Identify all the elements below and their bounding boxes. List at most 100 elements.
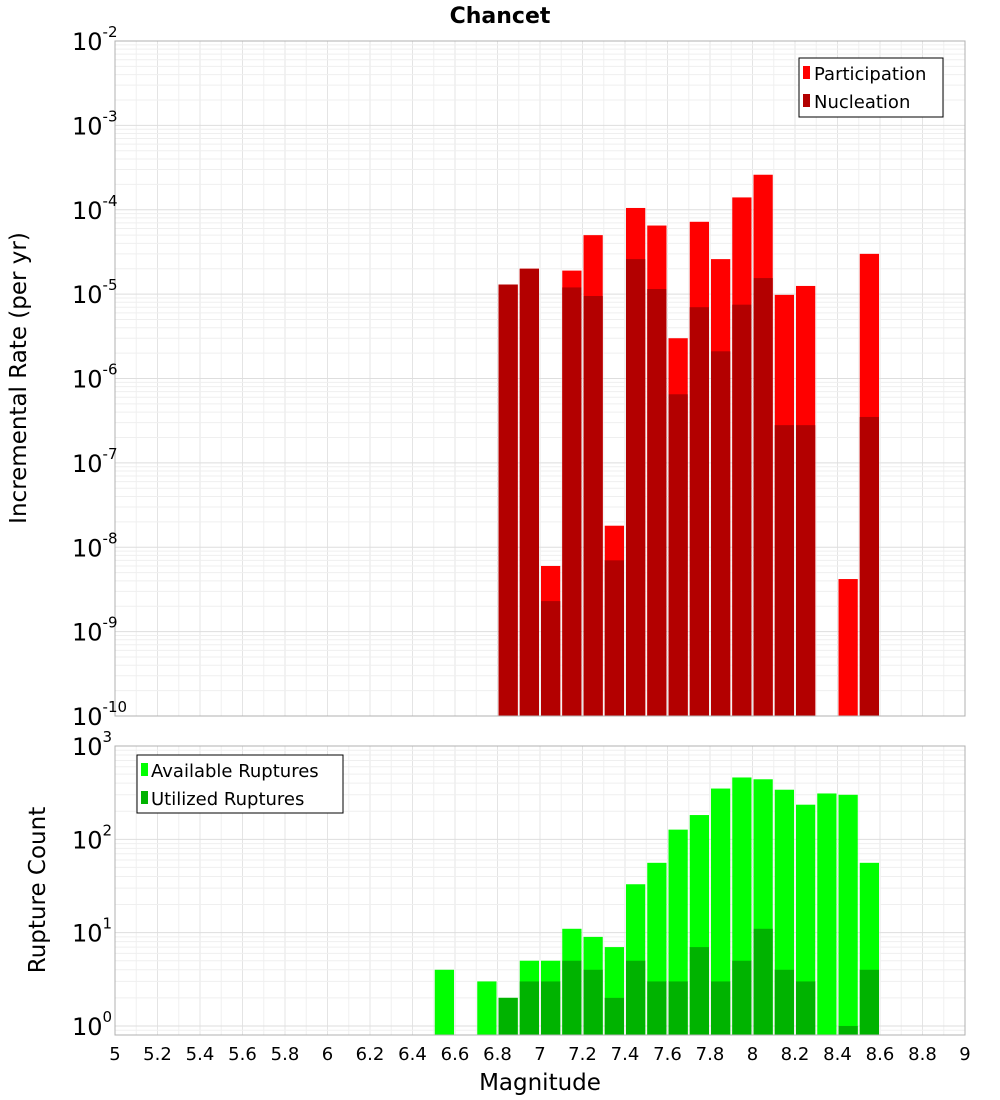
- rate-y-axis-label: Incremental Rate (per yr): [6, 232, 32, 524]
- count-bars: [434, 777, 879, 1035]
- y-tick-label: 103: [72, 728, 112, 761]
- x-tick-label: 5.4: [186, 1044, 215, 1065]
- rate-bars: [498, 174, 879, 717]
- utilized-ruptures-bar: [498, 997, 518, 1035]
- nucleation-bar: [859, 416, 879, 716]
- utilized-ruptures-bar: [604, 997, 624, 1035]
- utilized-ruptures-bar: [626, 960, 646, 1035]
- available-ruptures-bar: [477, 981, 497, 1035]
- nucleation-bar: [753, 278, 773, 716]
- nucleation-legend-swatch: [803, 94, 810, 107]
- nucleation-bar: [604, 560, 624, 716]
- y-tick-label: 100: [72, 1008, 112, 1041]
- available-ruptures-bar: [838, 794, 858, 1035]
- nucleation-bar: [796, 425, 816, 716]
- rate-plot-border: [114, 40, 966, 717]
- rate-legend-box: [798, 57, 944, 118]
- rate-panel: 10-10 10-9 10-8 10-7 10-6 10-5 10-4 10-3 10-2 In…: [6, 23, 966, 731]
- rate-legend: Participation Nucleation: [798, 57, 944, 118]
- x-tick-label: 6.2: [356, 1044, 385, 1065]
- x-tick-label: 7.8: [696, 1044, 725, 1065]
- nucleation-bar: [519, 268, 539, 716]
- utilized-ruptures-bar: [689, 947, 709, 1035]
- x-tick-label: 8: [747, 1044, 758, 1065]
- x-tick-label: 8.8: [908, 1044, 937, 1065]
- y-tick-label: 102: [72, 821, 112, 854]
- participation-bar: [838, 579, 858, 716]
- rate-gridlines: [114, 40, 966, 717]
- count-legend-box: [136, 754, 344, 814]
- rate-y-ticks: 10-10 10-9 10-8 10-7 10-6 10-5 10-4 10-3 10-2: [72, 23, 127, 731]
- utilized-ruptures-bar: [562, 960, 582, 1035]
- utilized-ruptures-bar: [541, 981, 561, 1035]
- count-panel: 100 101 102 103 Rupture Count Available Rup…: [25, 728, 966, 1041]
- nucleation-bar: [562, 287, 582, 716]
- available-ruptures-bar: [711, 788, 731, 1035]
- x-tick-label: 5.8: [271, 1044, 300, 1065]
- x-axis-label: Magnitude: [479, 1070, 601, 1096]
- count-y-ticks: 100 101 102 103: [72, 728, 112, 1041]
- count-plot-border: [114, 745, 966, 1036]
- utilized-ruptures-bar: [647, 981, 667, 1035]
- utilized-ruptures-bar: [774, 969, 794, 1035]
- x-tick-label: 7.6: [653, 1044, 682, 1065]
- x-tick-label: 6.4: [398, 1044, 427, 1065]
- utilized-ruptures-bar: [796, 981, 816, 1035]
- available-ruptures-bar: [796, 804, 816, 1035]
- x-tick-label: 6.6: [441, 1044, 470, 1065]
- utilized-ruptures-bar: [711, 981, 731, 1035]
- participation-legend-label: Participation: [814, 64, 926, 85]
- nucleation-bar: [668, 394, 688, 716]
- chart-title: Chancet: [450, 4, 551, 29]
- utilized-ruptures-bar: [859, 969, 879, 1035]
- nucleation-bar: [626, 259, 646, 716]
- available-ruptures-bar: [434, 969, 454, 1035]
- nucleation-bar: [711, 351, 731, 716]
- y-tick-label: 10-5: [72, 276, 118, 309]
- x-tick-label: 7.2: [568, 1044, 597, 1065]
- count-legend: Available Ruptures Utilized Ruptures: [136, 754, 344, 814]
- nucleation-bar: [774, 425, 794, 716]
- x-axis-ticks: 5 5.2 5.4 5.6 5.8 6 6.2 6.4 6.6 6.8 7 7.2 7.4 7.6 7.8 8…: [109, 1044, 970, 1065]
- utilized-ruptures-bar: [519, 981, 539, 1035]
- count-y-axis-label: Rupture Count: [25, 807, 51, 973]
- utilized-ruptures-bar: [732, 960, 752, 1035]
- x-tick-label: 8.2: [781, 1044, 810, 1065]
- x-tick-label: 7: [534, 1044, 545, 1065]
- y-tick-label: 10-7: [72, 445, 118, 478]
- available-ruptures-bar: [817, 793, 837, 1035]
- nucleation-bar: [541, 601, 561, 716]
- x-tick-label: 5: [109, 1044, 120, 1065]
- utilized-ruptures-bar: [668, 981, 688, 1035]
- nucleation-bar: [498, 284, 518, 716]
- nucleation-bar: [689, 307, 709, 716]
- y-tick-label: 10-10: [72, 698, 127, 731]
- y-tick-label: 10-8: [72, 529, 118, 562]
- y-tick-label: 10-4: [72, 192, 118, 225]
- utilized-legend-label: Utilized Ruptures: [151, 789, 304, 810]
- utilized-ruptures-bar: [838, 1025, 858, 1035]
- y-tick-label: 10-6: [72, 361, 118, 394]
- y-tick-label: 10-3: [72, 107, 118, 140]
- participation-legend-swatch: [803, 66, 810, 79]
- x-tick-label: 6.8: [483, 1044, 512, 1065]
- y-tick-label: 10-2: [72, 23, 118, 56]
- nucleation-legend-label: Nucleation: [814, 92, 910, 113]
- x-tick-label: 8.4: [823, 1044, 852, 1065]
- nucleation-bar: [583, 296, 603, 716]
- available-legend-label: Available Ruptures: [151, 761, 319, 782]
- count-gridlines: [114, 745, 966, 1036]
- x-tick-label: 8.6: [866, 1044, 895, 1065]
- y-tick-label: 101: [72, 915, 112, 948]
- x-tick-label: 7.4: [611, 1044, 640, 1065]
- utilized-legend-swatch: [141, 791, 148, 804]
- utilized-ruptures-bar: [753, 928, 773, 1035]
- nucleation-bar: [732, 304, 752, 716]
- y-tick-label: 10-9: [72, 614, 118, 647]
- x-tick-label: 6: [322, 1044, 333, 1065]
- x-tick-label: 9: [959, 1044, 970, 1065]
- utilized-ruptures-bar: [583, 969, 603, 1035]
- x-tick-label: 5.2: [143, 1044, 172, 1065]
- available-legend-swatch: [141, 763, 148, 776]
